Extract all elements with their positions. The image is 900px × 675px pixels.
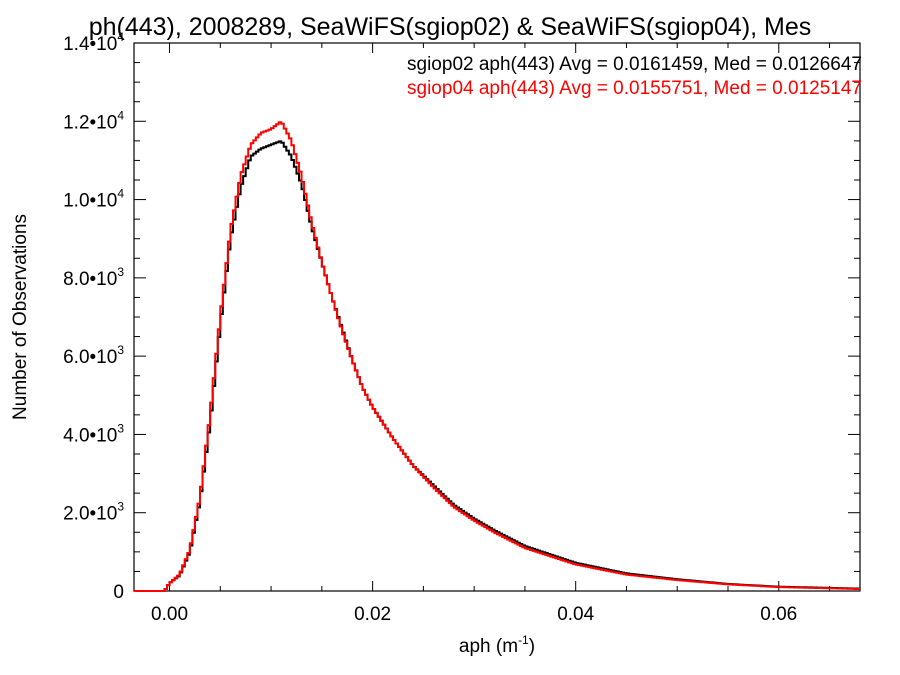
x-tick-label: 0.02 bbox=[354, 604, 391, 625]
chart-title: ph(443), 2008289, SeaWiFS(sgiop02) & Sea… bbox=[89, 13, 812, 41]
y-tick-label: 1.2•104 bbox=[63, 108, 124, 133]
y-tick-exponent: 4 bbox=[117, 30, 124, 44]
legend-entry-sgiop02: sgiop02 aph(443) Avg = 0.0161459, Med = … bbox=[407, 54, 862, 75]
y-tick-mantissa: 1.4•10 bbox=[63, 34, 117, 55]
y-tick-mantissa: 8.0•10 bbox=[63, 269, 117, 290]
y-tick-mantissa: 1.0•10 bbox=[63, 191, 117, 212]
y-tick-label: 0 bbox=[113, 582, 124, 603]
axis-ticks bbox=[134, 42, 860, 592]
legend-entry-sgiop04: sgiop04 aph(443) Avg = 0.0155751, Med = … bbox=[407, 78, 862, 99]
y-tick-label: 4.0•103 bbox=[63, 421, 124, 446]
x-tick-label: 0.04 bbox=[557, 604, 594, 625]
y-tick-mantissa: 0 bbox=[113, 582, 124, 603]
y-tick-mantissa: 6.0•10 bbox=[63, 347, 117, 368]
x-axis-label-main: aph (m bbox=[459, 636, 518, 657]
y-tick-label: 1.0•104 bbox=[63, 187, 124, 212]
plot-frame bbox=[133, 42, 861, 592]
y-tick-label: 6.0•103 bbox=[63, 343, 124, 368]
y-tick-label: 1.4•104 bbox=[63, 30, 124, 55]
series-line-sgiop02 bbox=[134, 140, 860, 592]
y-tick-mantissa: 2.0•10 bbox=[63, 504, 117, 525]
tick-labels: 0.00 0.02 0.04 0.0602.0•1034.0•1036.0•1038.… bbox=[63, 30, 797, 625]
y-tick-label: 8.0•103 bbox=[63, 265, 124, 290]
x-tick-label: 0.00 bbox=[151, 604, 188, 625]
series-layer bbox=[134, 121, 860, 592]
x-tick-label: 0.06 bbox=[760, 604, 797, 625]
y-tick-exponent: 3 bbox=[117, 343, 124, 357]
y-tick-label: 2.0•103 bbox=[63, 500, 124, 525]
y-tick-mantissa: 1.2•10 bbox=[63, 112, 117, 133]
x-axis-label-superscript: -1 bbox=[518, 633, 529, 647]
y-tick-exponent: 3 bbox=[117, 421, 124, 435]
y-tick-exponent: 3 bbox=[117, 265, 124, 279]
series-line-sgiop04 bbox=[134, 121, 860, 592]
y-axis-label: Number of Observations bbox=[10, 214, 31, 420]
y-tick-mantissa: 4.0•10 bbox=[63, 425, 117, 446]
x-axis-label-end: ) bbox=[529, 636, 535, 657]
y-tick-exponent: 3 bbox=[117, 500, 124, 514]
y-tick-exponent: 4 bbox=[117, 187, 124, 201]
x-axis-label: aph (m-1) bbox=[459, 633, 535, 657]
y-tick-exponent: 4 bbox=[117, 108, 124, 122]
